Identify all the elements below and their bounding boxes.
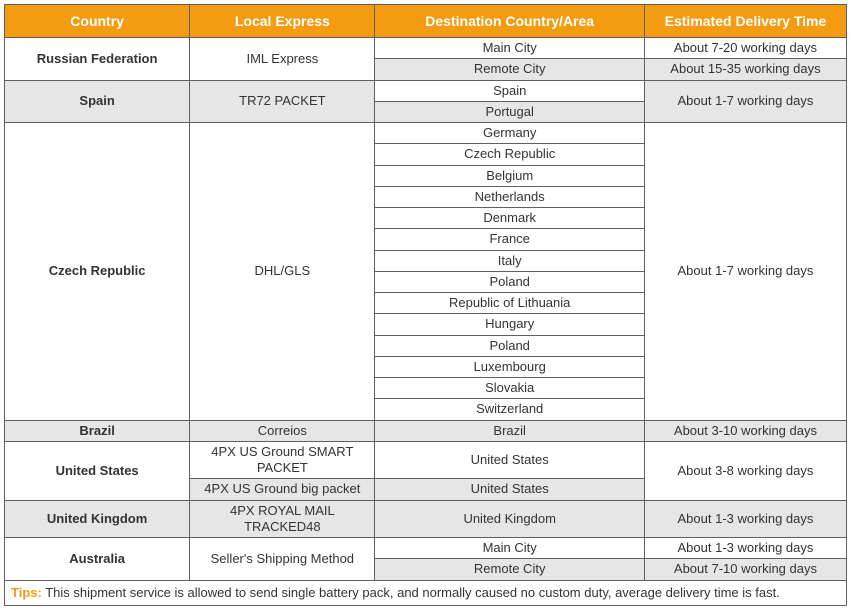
cell-express: Correios bbox=[190, 420, 375, 441]
cell-time: About 7-10 working days bbox=[644, 559, 846, 580]
cell-destination: United States bbox=[375, 479, 644, 500]
table-row: Australia Seller's Shipping Method Main … bbox=[5, 538, 847, 559]
cell-destination: Slovakia bbox=[375, 378, 644, 399]
cell-time: About 7-20 working days bbox=[644, 38, 846, 59]
cell-destination: Italy bbox=[375, 250, 644, 271]
tips-label: Tips: bbox=[11, 585, 42, 600]
table-row: Brazil Correios Brazil About 3-10 workin… bbox=[5, 420, 847, 441]
cell-destination: Spain bbox=[375, 80, 644, 101]
table-row: Russian Federation IML Express Main City… bbox=[5, 38, 847, 59]
cell-destination: Czech Republic bbox=[375, 144, 644, 165]
cell-destination: France bbox=[375, 229, 644, 250]
cell-express: Seller's Shipping Method bbox=[190, 538, 375, 581]
cell-express: 4PX ROYAL MAIL TRACKED48 bbox=[190, 500, 375, 538]
tips-cell: Tips: This shipment service is allowed t… bbox=[5, 580, 847, 605]
cell-destination: Remote City bbox=[375, 559, 644, 580]
table-row: Czech Republic DHL/GLS Germany About 1-7… bbox=[5, 123, 847, 144]
cell-destination: Belgium bbox=[375, 165, 644, 186]
cell-destination: Switzerland bbox=[375, 399, 644, 420]
cell-express: 4PX US Ground SMART PACKET bbox=[190, 441, 375, 479]
shipping-table: Country Local Express Destination Countr… bbox=[4, 4, 847, 606]
cell-destination: United States bbox=[375, 441, 644, 479]
header-delivery-time: Estimated Delivery Time bbox=[644, 5, 846, 38]
table-row: Spain TR72 PACKET Spain About 1-7 workin… bbox=[5, 80, 847, 101]
cell-destination: Remote City bbox=[375, 59, 644, 80]
cell-time: About 1-7 working days bbox=[644, 123, 846, 421]
cell-country: Russian Federation bbox=[5, 38, 190, 81]
cell-destination: Hungary bbox=[375, 314, 644, 335]
header-local-express: Local Express bbox=[190, 5, 375, 38]
cell-country: Czech Republic bbox=[5, 123, 190, 421]
table-row: United States 4PX US Ground SMART PACKET… bbox=[5, 441, 847, 479]
cell-destination: Republic of Lithuania bbox=[375, 293, 644, 314]
cell-time: About 15-35 working days bbox=[644, 59, 846, 80]
cell-destination: Brazil bbox=[375, 420, 644, 441]
cell-express: IML Express bbox=[190, 38, 375, 81]
cell-country: Spain bbox=[5, 80, 190, 123]
cell-country: United Kingdom bbox=[5, 500, 190, 538]
cell-destination: United Kingdom bbox=[375, 500, 644, 538]
table-row: United Kingdom 4PX ROYAL MAIL TRACKED48 … bbox=[5, 500, 847, 538]
cell-time: About 1-3 working days bbox=[644, 538, 846, 559]
tips-text: This shipment service is allowed to send… bbox=[42, 585, 780, 600]
cell-time: About 1-7 working days bbox=[644, 80, 846, 123]
cell-time: About 3-8 working days bbox=[644, 441, 846, 500]
cell-destination: Netherlands bbox=[375, 186, 644, 207]
cell-destination: Main City bbox=[375, 538, 644, 559]
cell-country: Brazil bbox=[5, 420, 190, 441]
cell-country: United States bbox=[5, 441, 190, 500]
cell-express: 4PX US Ground big packet bbox=[190, 479, 375, 500]
header-country: Country bbox=[5, 5, 190, 38]
cell-destination: Germany bbox=[375, 123, 644, 144]
table-header-row: Country Local Express Destination Countr… bbox=[5, 5, 847, 38]
cell-express: DHL/GLS bbox=[190, 123, 375, 421]
cell-destination: Denmark bbox=[375, 208, 644, 229]
cell-destination: Portugal bbox=[375, 101, 644, 122]
cell-express: TR72 PACKET bbox=[190, 80, 375, 123]
cell-country: Australia bbox=[5, 538, 190, 581]
cell-destination: Poland bbox=[375, 335, 644, 356]
cell-destination: Luxembourg bbox=[375, 356, 644, 377]
tips-row: Tips: This shipment service is allowed t… bbox=[5, 580, 847, 605]
header-destination: Destination Country/Area bbox=[375, 5, 644, 38]
cell-time: About 1-3 working days bbox=[644, 500, 846, 538]
cell-time: About 3-10 working days bbox=[644, 420, 846, 441]
cell-destination: Poland bbox=[375, 271, 644, 292]
cell-destination: Main City bbox=[375, 38, 644, 59]
